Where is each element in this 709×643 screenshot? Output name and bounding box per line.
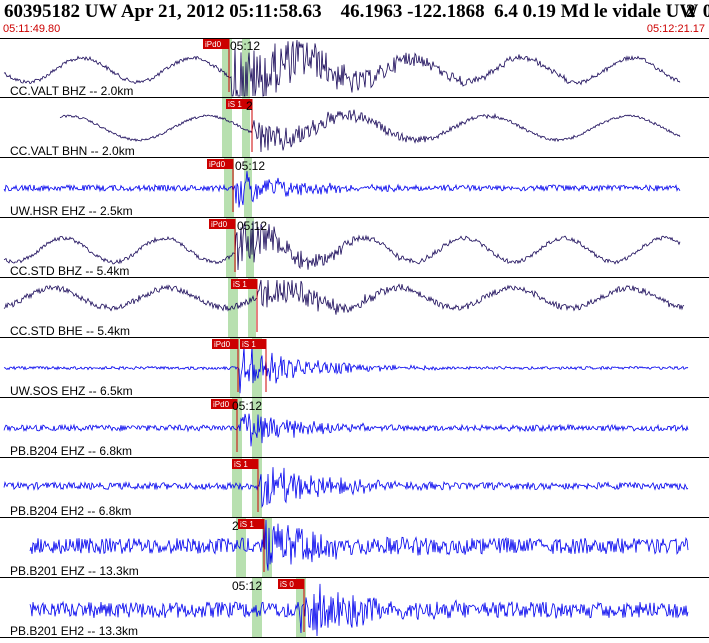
channel-label: PB.B201 EH2 -- 13.3km xyxy=(10,624,138,638)
channel-label: PB.B204 EHZ -- 6.8km xyxy=(10,444,132,458)
pick-marker xyxy=(231,279,257,289)
time-tick-label: 05:12 xyxy=(232,579,262,593)
waveform-trace xyxy=(3,413,689,447)
pick-label: iPd0 xyxy=(211,220,228,229)
header: 60395182 UW Apr 21, 2012 05:11:58.63 46.… xyxy=(0,0,709,38)
pick-label: iPd0 xyxy=(213,400,230,409)
waveform-trace xyxy=(3,345,689,394)
pick-window-band xyxy=(252,338,262,398)
time-tick-label: 2 xyxy=(246,99,253,113)
pick-marker xyxy=(238,519,264,529)
pick-label: iPd0 xyxy=(209,160,226,169)
channel-label: CC.STD BHZ -- 5.4km xyxy=(10,264,129,278)
pick-window-band xyxy=(230,338,240,398)
waveform-trace xyxy=(59,109,681,153)
pick-marker xyxy=(211,399,237,409)
waveform-trace xyxy=(3,39,681,97)
pick-label: iS 1 xyxy=(234,460,248,469)
waveform-trace xyxy=(29,519,689,571)
pick-label: iPd0 xyxy=(205,40,222,49)
pick-window-band xyxy=(244,158,252,218)
pick-label: iS 1 xyxy=(233,280,247,289)
pick-window-band xyxy=(222,98,232,158)
pick-marker xyxy=(209,219,235,229)
waveform-trace xyxy=(29,583,689,637)
channel-label: UW.HSR EHZ -- 2.5km xyxy=(10,204,133,218)
pick-window-band xyxy=(222,38,232,98)
waveform-trace xyxy=(3,221,681,271)
waveform-trace xyxy=(3,279,685,315)
pick-label: iPd0 xyxy=(214,340,231,349)
pick-label: iS 1 xyxy=(242,340,256,349)
time-tick-label: 2 xyxy=(232,519,239,533)
channel-label: PB.B201 EHZ -- 13.3km xyxy=(10,564,139,578)
channel-label: UW.SOS EHZ -- 6.5km xyxy=(10,384,133,398)
channel-label: CC.VALT BHN -- 2.0km xyxy=(10,144,135,158)
pick-marker xyxy=(240,339,266,349)
pick-marker xyxy=(226,99,252,109)
pick-marker xyxy=(207,159,233,169)
time-tick-label: 05:12 xyxy=(230,39,260,53)
end-time: 05:12:21.17 xyxy=(646,23,705,35)
pick-window-band xyxy=(296,578,306,638)
pick-window-band xyxy=(242,98,250,158)
pick-marker xyxy=(278,579,304,589)
waveform-trace xyxy=(3,171,681,208)
pick-window-band xyxy=(226,218,236,278)
time-tick-label: 05:12 xyxy=(232,399,262,413)
time-tick-label: 05:12 xyxy=(237,219,267,233)
pick-label: iS 0 xyxy=(280,580,294,589)
channel-label: CC.VALT BHZ -- 2.0km xyxy=(10,84,133,98)
channel-label: CC.STD BHE -- 5.4km xyxy=(10,324,130,338)
waveform-trace xyxy=(3,467,689,509)
pick-window-band xyxy=(252,398,262,458)
start-time: 05:11:49.80 xyxy=(3,23,61,35)
pick-window-band xyxy=(252,578,262,638)
pick-label: iS 1 xyxy=(240,520,254,529)
pick-marker xyxy=(203,39,229,49)
pick-marker xyxy=(232,459,258,469)
pick-window-band xyxy=(232,458,242,518)
pick-window-band xyxy=(248,278,256,338)
pick-label: iS 1 xyxy=(228,100,242,109)
page-number: 2 xyxy=(686,1,696,22)
pick-marker xyxy=(212,339,238,349)
event-title: 60395182 UW Apr 21, 2012 05:11:58.63 46.… xyxy=(4,1,709,22)
seismogram-panel: iPd0 05:12 CC.VALT BHZ -- 2.0km iS 1 2 CC.VAL… xyxy=(0,38,709,638)
channel-label: PB.B204 EH2 -- 6.8km xyxy=(10,504,131,518)
pick-window-band xyxy=(236,518,246,578)
time-tick-label: 05:12 xyxy=(235,159,265,173)
